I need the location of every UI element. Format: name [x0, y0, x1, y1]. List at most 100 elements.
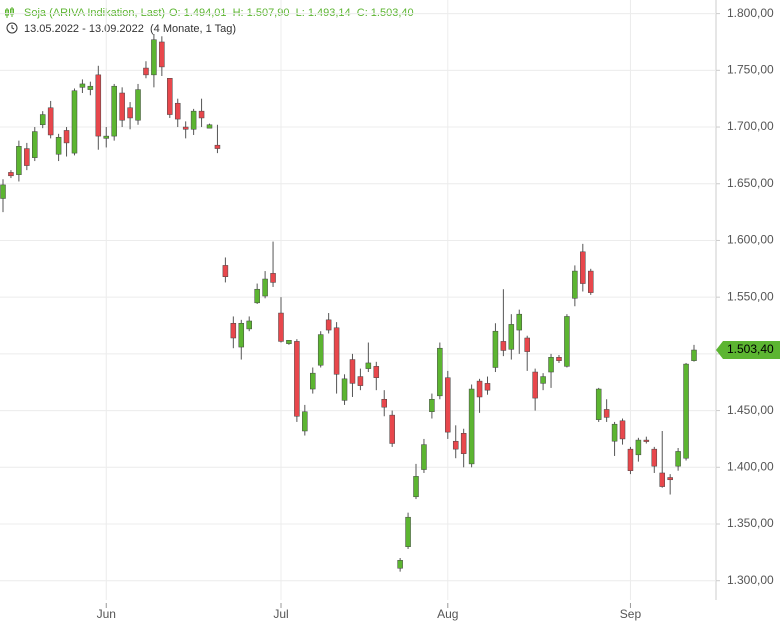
candle-body — [135, 89, 141, 121]
y-tick-label: 1.750,00 — [727, 62, 774, 76]
candle-body — [302, 411, 308, 432]
candle-body — [174, 102, 181, 120]
candle-body — [635, 439, 642, 456]
candle-body — [325, 319, 332, 331]
candle-body — [580, 251, 586, 284]
candle-body — [659, 472, 665, 487]
candle-body — [500, 341, 507, 351]
x-tick-label: Jun — [97, 607, 116, 621]
candle-body — [564, 316, 570, 367]
candle-body — [524, 337, 530, 352]
candle-body — [111, 85, 117, 137]
y-tick-label: 1.700,00 — [727, 119, 774, 133]
candle-body — [437, 347, 443, 397]
candle-body — [286, 340, 292, 344]
candle-body — [341, 378, 348, 401]
candle-body — [222, 265, 229, 277]
candle-icon — [5, 7, 14, 18]
candle-body — [675, 451, 681, 467]
candle-body — [357, 376, 364, 386]
candle-body — [270, 273, 276, 283]
candle-body — [556, 357, 562, 361]
y-tick-label: 1.550,00 — [727, 289, 774, 303]
candle-body — [95, 74, 102, 137]
candle-body — [683, 363, 689, 459]
candle-body — [452, 440, 459, 450]
candle-body — [198, 110, 205, 119]
candle-body — [310, 372, 316, 390]
candle-body — [373, 366, 380, 378]
grid — [0, 0, 716, 600]
candle-body — [167, 78, 173, 115]
period: (4 Monate, 1 Tag) — [150, 23, 236, 35]
candle-body — [262, 278, 268, 297]
candle-body — [119, 92, 125, 121]
candle-body — [63, 130, 70, 144]
candle-body — [32, 131, 38, 158]
candle-body — [516, 313, 523, 331]
candle-body — [651, 448, 658, 467]
candle-body — [238, 323, 245, 348]
candle-body — [159, 41, 165, 68]
candle-body — [206, 124, 213, 129]
y-tick-label: 1.800,00 — [727, 6, 774, 20]
candle-body — [127, 107, 133, 119]
candle-body — [278, 312, 284, 342]
candle-body — [103, 135, 110, 139]
candle-body — [548, 357, 554, 373]
y-tick-label: 1.650,00 — [727, 176, 774, 190]
candle-body — [8, 172, 14, 177]
candle-body — [619, 420, 626, 440]
candle-body — [397, 560, 403, 569]
candle-body — [532, 371, 538, 399]
candle-body — [39, 114, 46, 126]
candle-body — [190, 110, 197, 130]
candle-body — [508, 324, 515, 350]
candle-body — [230, 323, 237, 339]
candle-body — [182, 126, 189, 130]
candle-body — [667, 477, 673, 481]
candle-body — [389, 414, 395, 444]
candle-body — [611, 423, 618, 442]
y-tick-label: 1.400,00 — [727, 459, 774, 473]
candle-body — [55, 136, 62, 155]
x-tick-label: Aug — [437, 607, 458, 621]
candle-body — [71, 90, 78, 154]
last-price-marker — [716, 341, 780, 360]
candle-body — [294, 341, 300, 417]
y-tick-label: 1.300,00 — [727, 573, 774, 587]
candle-body — [484, 383, 491, 391]
quote: O: 1.494,01 H: 1.507,90 L: 1.493,14 C: 1… — [169, 7, 414, 19]
candle-body — [445, 377, 451, 433]
candle-body — [365, 362, 372, 369]
candle-body — [492, 330, 499, 368]
candle-body — [627, 448, 634, 471]
candle-body — [333, 327, 340, 375]
candle-body — [691, 349, 697, 361]
candle-body — [643, 439, 650, 442]
x-tick-label: Sep — [620, 607, 642, 621]
candle-body — [87, 85, 94, 90]
candle-body — [595, 388, 602, 420]
candle-body — [587, 270, 594, 293]
candle-body — [24, 148, 30, 166]
candle-body — [47, 107, 54, 136]
candle-body — [16, 146, 22, 175]
candle-body — [405, 516, 411, 547]
candle-body — [381, 398, 387, 408]
candle-body — [0, 184, 6, 199]
candle-body — [476, 380, 483, 398]
x-tick-label: Jul — [273, 607, 288, 621]
candle-body — [421, 444, 427, 470]
candle-body — [460, 433, 467, 454]
candle-body — [143, 67, 149, 76]
y-tick-label: 1.600,00 — [727, 233, 774, 247]
candle-body — [317, 334, 324, 366]
candle-body — [540, 376, 546, 384]
candle-body — [214, 144, 221, 149]
y-tick-label: 1.350,00 — [727, 516, 774, 530]
chart-title: Soja (ARIVA Indikation, Last) — [24, 7, 165, 19]
y-tick-label: 1.450,00 — [727, 403, 774, 417]
candle-body — [151, 39, 157, 76]
